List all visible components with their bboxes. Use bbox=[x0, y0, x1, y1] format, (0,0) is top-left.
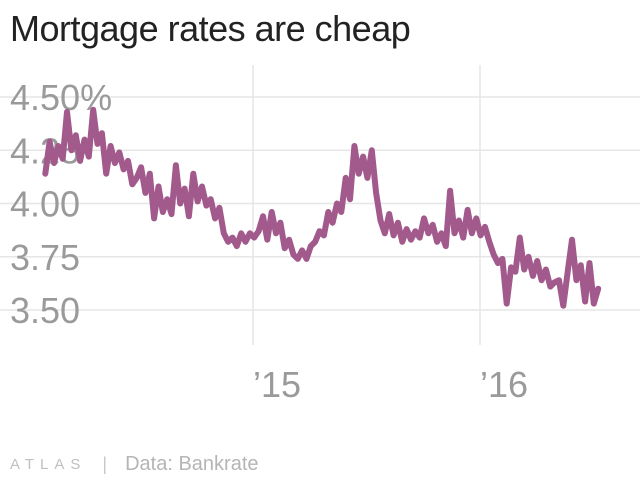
axis-tick-labels: 4.50%4.254.003.753.50’15’16 bbox=[10, 77, 528, 405]
y-tick-label: 3.75 bbox=[10, 237, 80, 278]
brand-logo: ATLAS bbox=[10, 455, 87, 473]
y-tick-label: 4.50% bbox=[10, 77, 112, 118]
x-tick-label: ’16 bbox=[480, 364, 528, 405]
footer-separator: | bbox=[102, 453, 108, 474]
y-tick-label: 3.50 bbox=[10, 290, 80, 331]
series-line bbox=[42, 106, 602, 309]
y-tick-label: 4.00 bbox=[10, 184, 80, 225]
data-source-label: Data: Bankrate bbox=[125, 452, 259, 475]
series-layer bbox=[42, 106, 602, 309]
x-tick-label: ’15 bbox=[253, 364, 301, 405]
chart-title: Mortgage rates are cheap bbox=[10, 8, 411, 49]
footer: ATLAS | Data: Bankrate bbox=[10, 452, 259, 476]
